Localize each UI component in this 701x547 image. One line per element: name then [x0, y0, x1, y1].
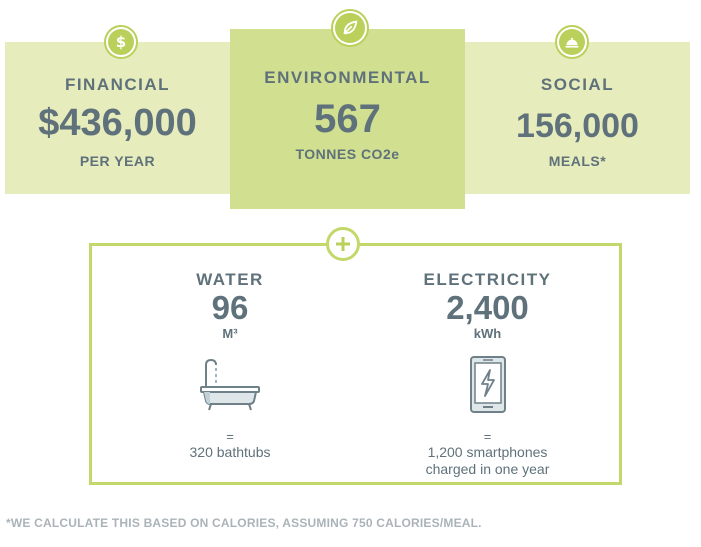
environmental-label: ENVIRONMENTAL	[264, 68, 431, 87]
social-value: 156,000	[516, 107, 639, 145]
financial-card: FINANCIAL $436,000 PER YEAR	[5, 42, 230, 194]
electricity-value: 2,400	[446, 289, 529, 326]
electricity-label: ELECTRICITY	[423, 270, 552, 289]
social-card: SOCIAL 156,000 MEALS*	[465, 42, 690, 194]
financial-value: $436,000	[38, 102, 197, 144]
cloche-icon	[555, 25, 589, 59]
footnote: *WE CALCULATE THIS BASED ON CALORIES, AS…	[6, 516, 482, 530]
electricity-equivalent-line2: charged in one year	[425, 461, 550, 477]
electricity-unit: kWh	[473, 326, 502, 341]
environmental-unit: TONNES CO2e	[295, 146, 400, 162]
social-unit: MEALS*	[548, 153, 607, 169]
social-label: SOCIAL	[540, 75, 615, 94]
leaf-icon	[331, 9, 369, 47]
electricity-equals: =	[483, 429, 492, 444]
smartphone-charge-icon	[395, 355, 580, 415]
environmental-value: 567	[314, 97, 381, 141]
electricity-column: ELECTRICITY 2,400 kWh = 1,200 smartphone…	[395, 270, 580, 478]
water-equals: =	[226, 429, 234, 444]
water-equivalent: 320 bathtubs	[189, 444, 271, 460]
water-label: WATER	[196, 270, 264, 289]
bathtub-icon	[140, 355, 320, 415]
financial-unit: PER YEAR	[79, 153, 156, 169]
plus-icon	[326, 227, 360, 261]
electricity-equivalent-line1: 1,200 smartphones	[427, 444, 548, 460]
environmental-card: ENVIRONMENTAL 567 TONNES CO2e	[230, 29, 465, 209]
dollar-icon: $	[104, 25, 138, 59]
water-value: 96	[211, 289, 249, 326]
water-column: WATER 96 M³ = 320 bathtubs	[140, 270, 320, 461]
financial-label: FINANCIAL	[64, 75, 171, 94]
water-unit: M³	[222, 326, 238, 341]
